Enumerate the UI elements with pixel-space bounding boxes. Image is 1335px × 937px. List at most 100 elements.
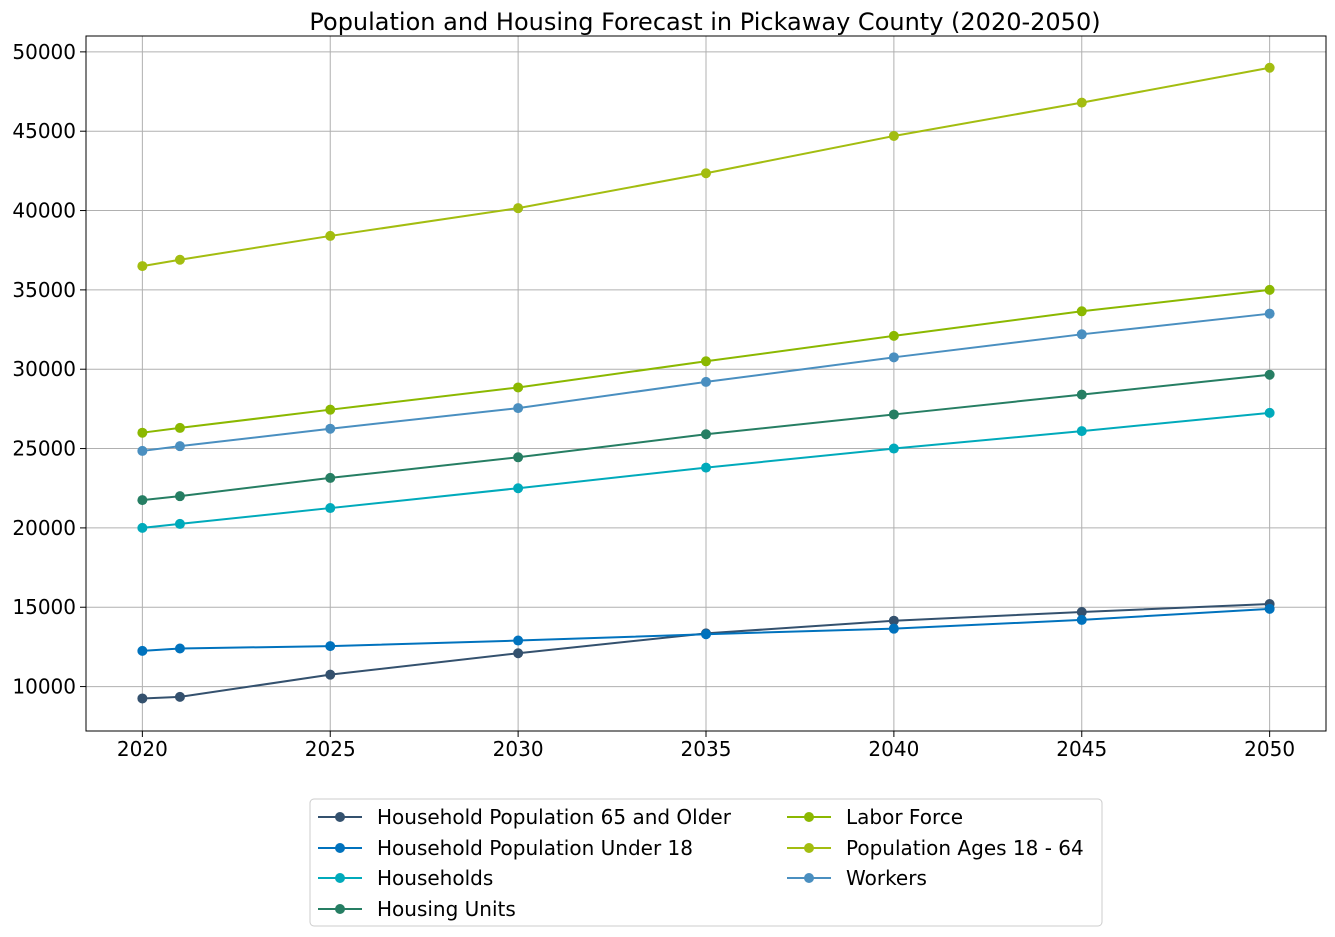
data-point <box>888 409 899 420</box>
y-tick-label: 40000 <box>12 199 76 223</box>
data-point <box>325 669 336 680</box>
legend: Household Population 65 and Older Househo… <box>309 798 1103 927</box>
legend-swatch-marker <box>804 812 814 822</box>
x-tick-label: 2035 <box>681 737 732 761</box>
series-group <box>137 62 1275 704</box>
data-point <box>701 462 711 473</box>
legend-item: Housing Units <box>318 897 516 921</box>
legend-label: Housing Units <box>377 897 516 921</box>
legend-item: Labor Force <box>787 805 963 829</box>
data-point <box>137 495 148 506</box>
data-point <box>513 452 524 463</box>
data-point <box>1076 426 1087 437</box>
data-point <box>1264 407 1275 418</box>
data-point <box>1076 306 1087 317</box>
legend-item: Workers <box>787 866 927 890</box>
x-tick-label: 2050 <box>1244 737 1295 761</box>
legend-swatch-marker <box>335 904 345 914</box>
data-point <box>1264 603 1275 614</box>
legend-label: Household Population 65 and Older <box>377 805 732 829</box>
data-point <box>137 427 148 438</box>
data-point <box>701 429 711 440</box>
data-point <box>137 261 148 272</box>
series-line <box>142 66 1270 268</box>
data-point <box>1264 62 1275 73</box>
chart-title: Population and Housing Forecast in Picka… <box>309 8 1100 36</box>
legend-swatch-marker <box>804 873 814 883</box>
data-point <box>1264 308 1275 319</box>
data-point <box>137 645 148 656</box>
series-households <box>137 407 1275 533</box>
data-point <box>325 404 336 415</box>
y-tick-label: 30000 <box>12 357 76 381</box>
legend-item: Households <box>318 866 493 890</box>
y-tick-label: 25000 <box>12 437 76 461</box>
legend-item: Household Population Under 18 <box>318 836 693 860</box>
series-line <box>142 373 1270 502</box>
x-tick-label: 2045 <box>1056 737 1107 761</box>
data-point <box>888 330 899 341</box>
data-point <box>701 629 711 640</box>
data-point <box>1076 97 1087 108</box>
x-tick-label: 2040 <box>868 737 919 761</box>
data-point <box>513 203 524 214</box>
x-tick-label: 2020 <box>117 737 168 761</box>
data-point <box>325 641 336 652</box>
data-point <box>513 382 524 393</box>
data-point <box>325 423 336 434</box>
legend-label: Population Ages 18 - 64 <box>846 836 1084 860</box>
series-line <box>142 312 1270 452</box>
series-line <box>142 607 1270 652</box>
series-population-ages-18-64 <box>137 62 1275 272</box>
legend-swatch-marker <box>335 812 345 822</box>
data-point <box>701 376 711 387</box>
series-line <box>142 411 1270 529</box>
legend-label: Labor Force <box>846 805 963 829</box>
series-labor-force <box>137 284 1275 438</box>
series-housing-units <box>137 369 1275 506</box>
data-point <box>701 168 711 179</box>
y-tick-label: 50000 <box>12 40 76 64</box>
axis-ticks: 2020 2025 2030 2035 2040 2045 2050 10000 15000 20… <box>12 40 1295 761</box>
data-point <box>137 693 148 704</box>
data-point <box>1076 606 1087 617</box>
legend-swatch-marker <box>335 873 345 883</box>
y-tick-label: 15000 <box>12 595 76 619</box>
y-tick-label: 20000 <box>12 516 76 540</box>
legend-swatch-marker <box>335 843 345 853</box>
data-point <box>888 130 899 141</box>
data-point <box>1264 369 1275 380</box>
data-point <box>174 254 185 265</box>
data-point <box>174 518 185 529</box>
series-workers <box>137 308 1275 456</box>
data-point <box>513 635 524 646</box>
legend-swatch-marker <box>804 843 814 853</box>
legend-label: Household Population Under 18 <box>377 836 693 860</box>
data-point <box>513 648 524 659</box>
data-point <box>325 503 336 514</box>
data-point <box>174 422 185 433</box>
data-point <box>174 691 185 702</box>
data-point <box>888 443 899 454</box>
data-point <box>888 623 899 634</box>
data-point <box>701 356 711 367</box>
data-point <box>888 615 899 626</box>
data-point <box>174 441 185 452</box>
data-point <box>513 483 524 494</box>
x-tick-label: 2025 <box>305 737 356 761</box>
series-line <box>142 288 1270 434</box>
legend-label: Households <box>377 866 493 890</box>
data-point <box>137 522 148 533</box>
data-point <box>513 403 524 414</box>
y-tick-label: 35000 <box>12 278 76 302</box>
series-line <box>142 603 1270 700</box>
data-point <box>1076 614 1087 625</box>
data-point <box>1076 329 1087 340</box>
series-household-population-under-18 <box>137 603 1275 656</box>
y-tick-label: 10000 <box>12 675 76 699</box>
grid <box>86 36 1326 731</box>
legend-item: Population Ages 18 - 64 <box>787 836 1084 860</box>
legend-item: Household Population 65 and Older <box>318 805 732 829</box>
data-point <box>174 491 185 502</box>
